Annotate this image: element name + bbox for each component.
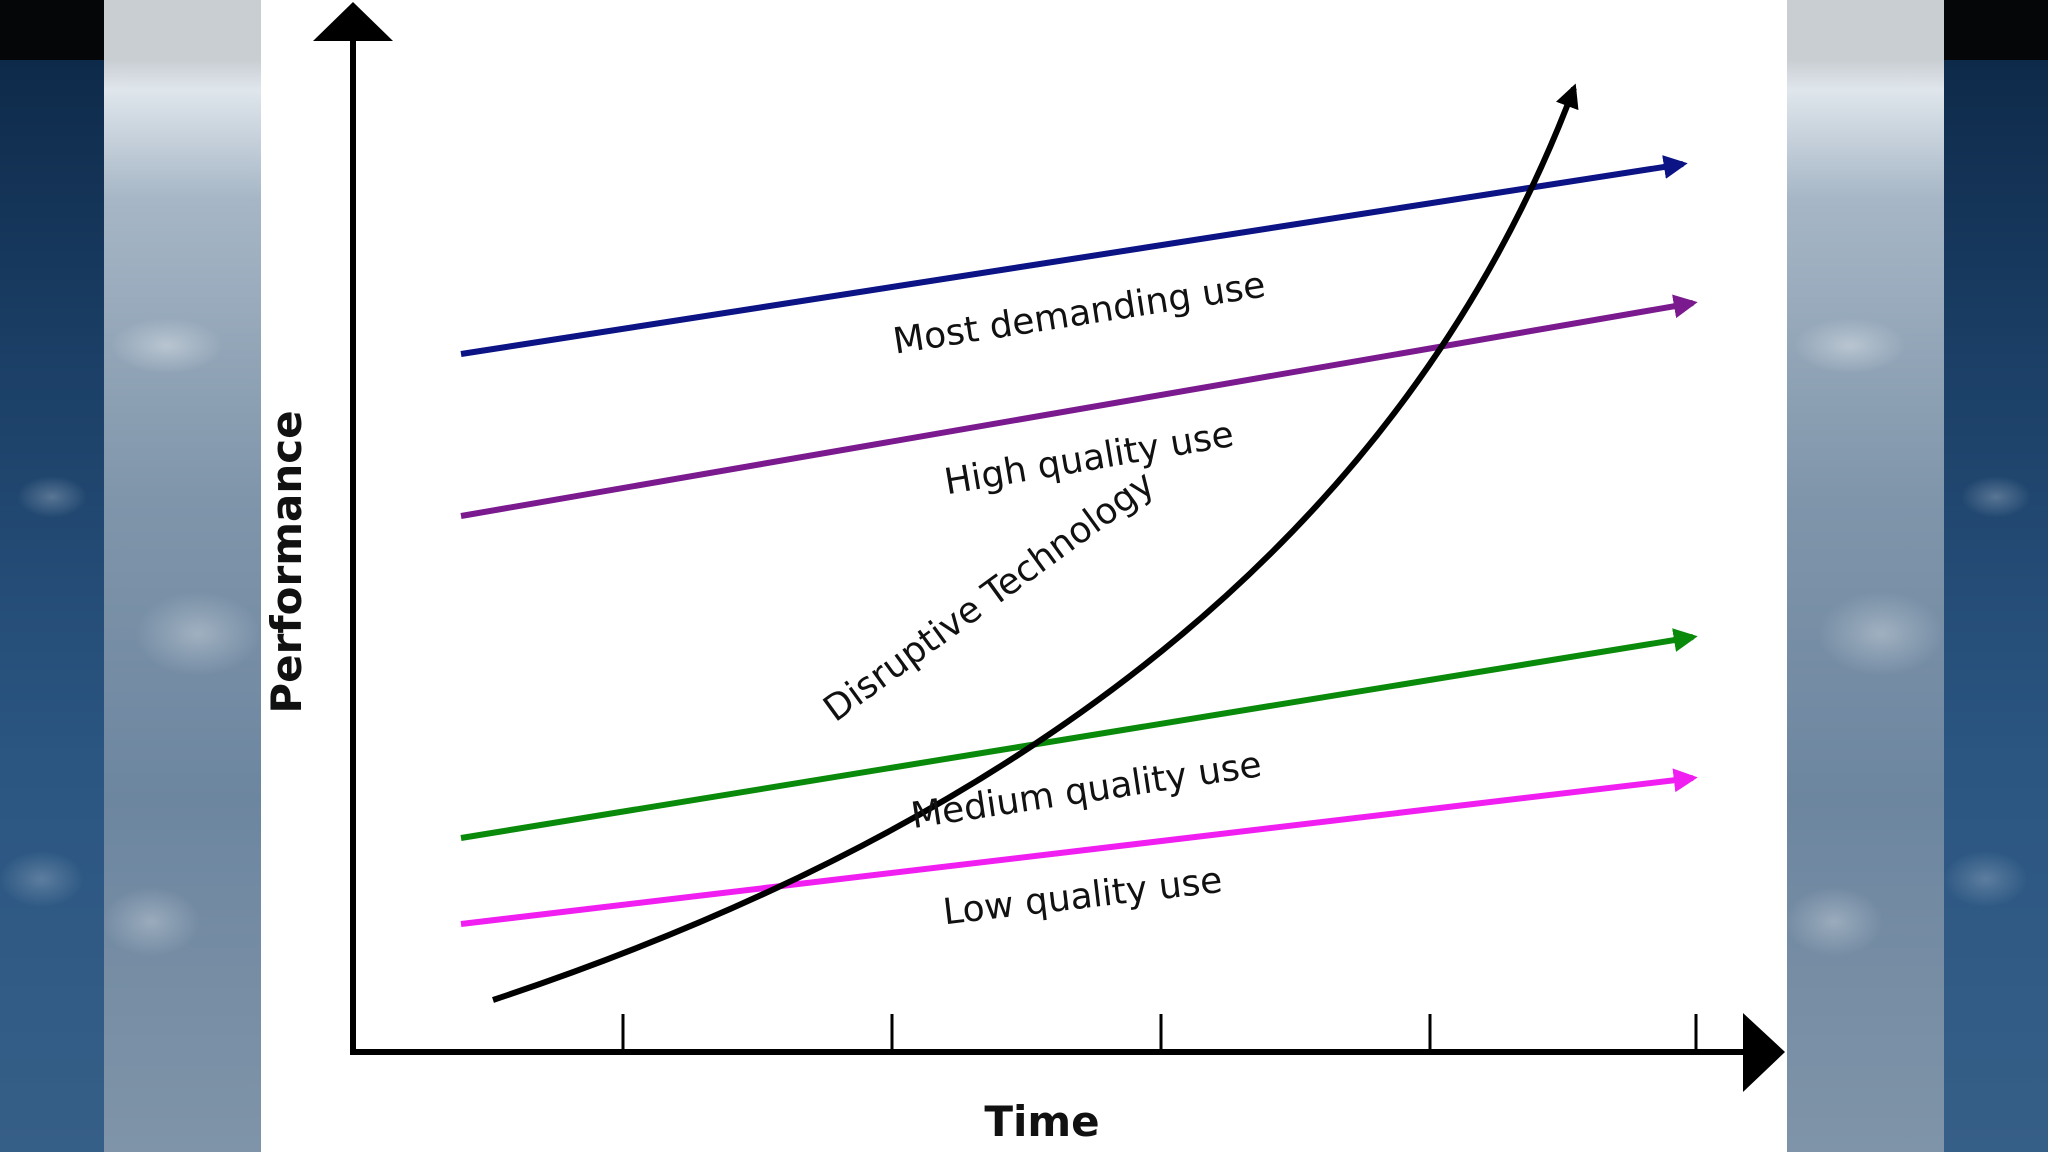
line-medium-quality <box>460 628 1698 841</box>
line-low-quality <box>460 768 1698 927</box>
label-low-quality: Low quality use <box>941 860 1225 933</box>
line-most-demanding <box>460 155 1688 357</box>
x-axis-label: Time <box>984 1097 1099 1146</box>
x-axis-arrow-icon <box>1743 1013 1785 1092</box>
left-earth-background <box>104 0 261 1152</box>
y-axis-arrow-icon <box>313 2 393 41</box>
y-axis-label: Performance <box>262 410 311 713</box>
right-earth-edge <box>1944 60 2048 1152</box>
disruptive-technology-curve <box>492 83 1579 1003</box>
disruption-diagram: Most demanding use High quality use Medi… <box>262 2 1785 1146</box>
slide: Most demanding use High quality use Medi… <box>261 0 1787 1152</box>
line-high-quality <box>460 294 1698 519</box>
right-earth-background <box>1787 0 1944 1152</box>
left-earth-edge <box>0 60 104 1152</box>
